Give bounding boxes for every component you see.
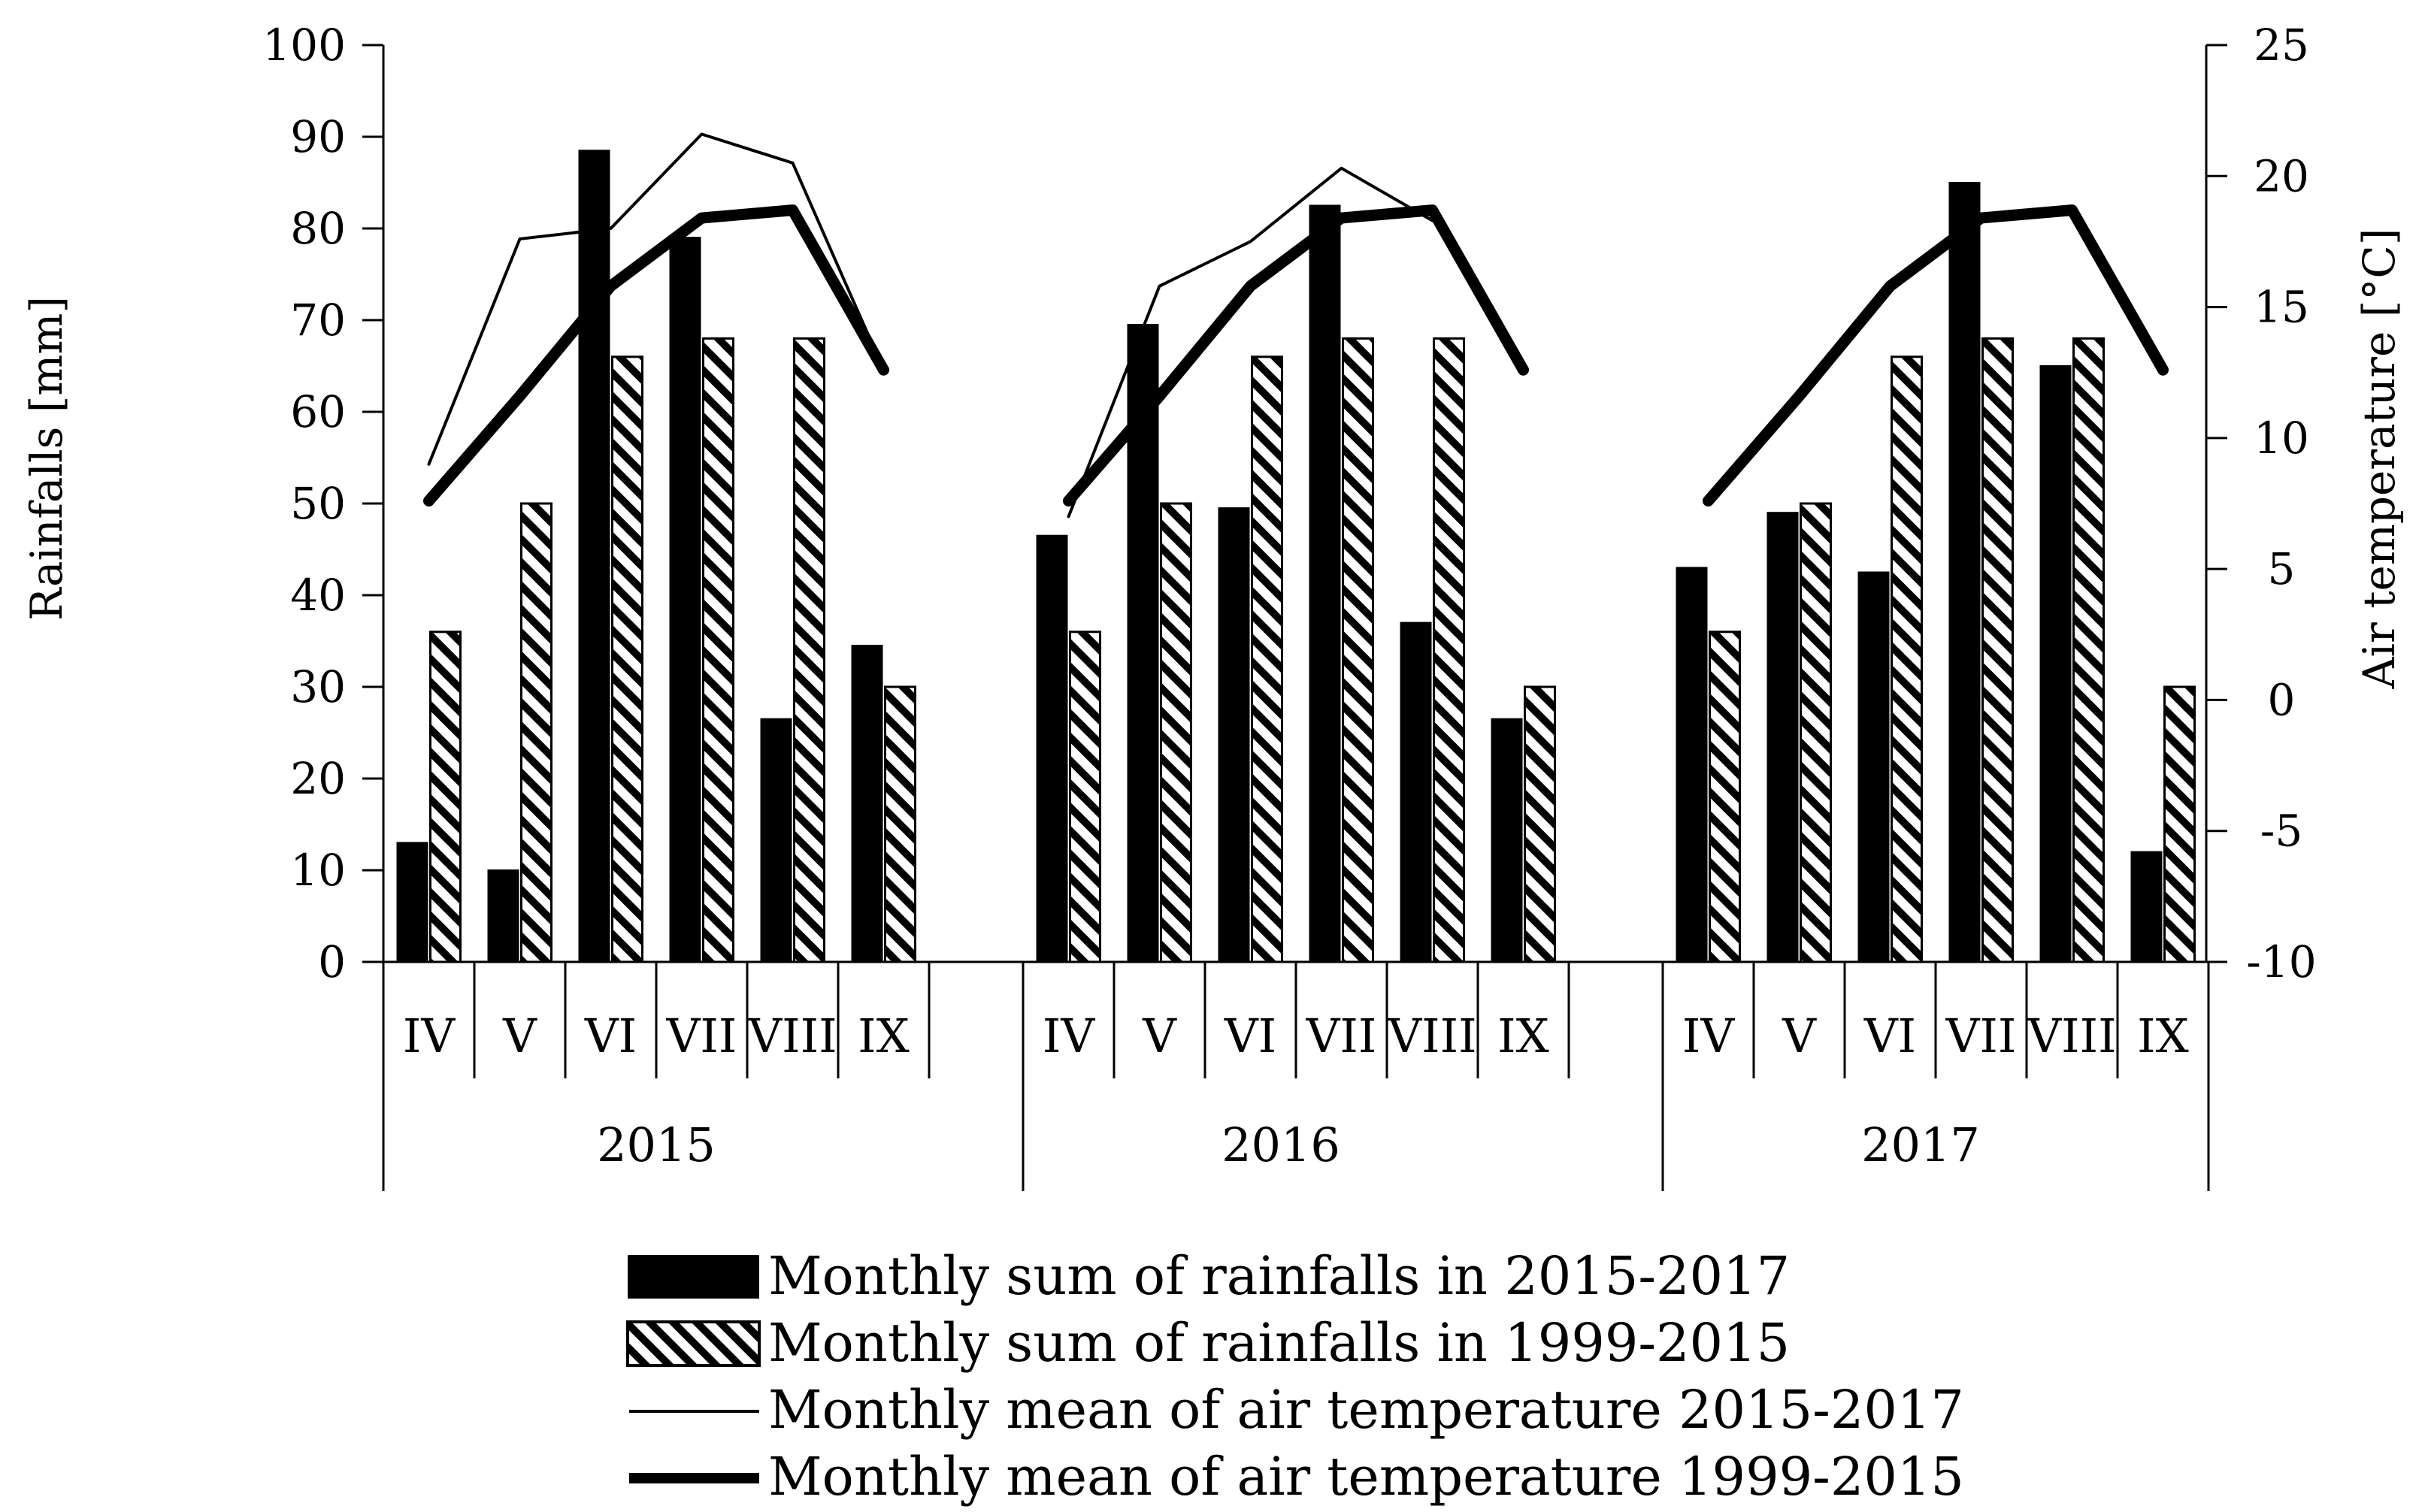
- bar-rain-current: [1766, 512, 1799, 963]
- y-right-tick-label: 0: [2268, 674, 2296, 725]
- month-label: VI: [1224, 1009, 1276, 1063]
- bar-rain-longterm: [429, 631, 462, 963]
- y-left-tick-label: 20: [290, 753, 346, 804]
- legend-label: Monthly mean of air temperature 1999-201…: [768, 1446, 1964, 1507]
- month-label: VII: [1306, 1009, 1377, 1063]
- bar-rain-longterm: [1160, 502, 1192, 963]
- bar-rain-current: [1036, 534, 1068, 963]
- legend-symbol-solid-bar: [628, 1255, 759, 1299]
- line-temp-longterm: [1703, 204, 2169, 507]
- month-label: V: [502, 1009, 537, 1063]
- year-label: 2015: [597, 1117, 716, 1172]
- line-temp-longterm: [423, 204, 889, 507]
- bar-rain-longterm: [1981, 337, 2014, 963]
- month-label: IX: [858, 1009, 910, 1063]
- y-right-tick-label: 20: [2254, 150, 2309, 201]
- month-label: IV: [403, 1009, 456, 1063]
- y-right-tick-label: 15: [2254, 282, 2309, 333]
- legend-label: Monthly sum of rainfalls in 2015-2017: [768, 1245, 1790, 1307]
- y-right-tick-label: -10: [2246, 936, 2316, 987]
- bar-rain-current: [1948, 182, 1981, 963]
- bar-rain-current: [1309, 204, 1341, 963]
- month-label: VI: [1863, 1009, 1916, 1063]
- bar-rain-current: [851, 645, 883, 963]
- bar-rain-longterm: [1524, 685, 1556, 963]
- bar-rain-longterm: [1709, 631, 1741, 963]
- bar-rain-longterm: [1891, 355, 1923, 963]
- month-label: VII: [666, 1009, 737, 1063]
- month-label: IV: [1043, 1009, 1095, 1063]
- legend-symbol-hatched-bar: [626, 1320, 761, 1367]
- month-label: VIII: [2027, 1009, 2116, 1063]
- legend-label: Monthly mean of air temperature 2015-201…: [768, 1379, 1964, 1441]
- bar-rain-longterm: [2163, 685, 2196, 963]
- month-label: VI: [584, 1009, 637, 1063]
- bar-rain-current: [1857, 571, 1890, 963]
- bar-rain-longterm: [1251, 355, 1283, 963]
- bar-rain-longterm: [611, 355, 643, 963]
- month-label: IX: [2137, 1009, 2189, 1063]
- bar-rain-current: [1676, 567, 1708, 963]
- bar-rain-longterm: [702, 337, 734, 963]
- y-left-tick-label: 0: [318, 936, 346, 987]
- bar-rain-current: [2039, 365, 2072, 963]
- bar-rain-longterm: [793, 337, 825, 963]
- month-label: V: [1142, 1009, 1177, 1063]
- bar-rain-longterm: [884, 685, 916, 963]
- month-label: IV: [1682, 1009, 1735, 1063]
- y-left-tick-label: 10: [290, 845, 346, 896]
- bar-rain-current: [1400, 621, 1432, 963]
- legend: Monthly sum of rainfalls in 2015-2017Mon…: [626, 1245, 1964, 1507]
- month-label: VII: [1945, 1009, 2017, 1063]
- y-right-tick-label: 10: [2254, 413, 2309, 464]
- y-left-tick-label: 90: [290, 111, 346, 162]
- y-right-tick-label: 25: [2254, 20, 2309, 71]
- bar-rain-longterm: [2072, 337, 2105, 963]
- bar-rain-current: [578, 150, 610, 963]
- y-right-axis-label: Air temperature [°C]: [2354, 228, 2405, 690]
- y-left-axis-label: Rainfalls [mm]: [21, 296, 72, 621]
- y-left-tick-label: 30: [290, 661, 346, 712]
- bar-rain-current: [487, 869, 519, 963]
- y-left-tick-label: 60: [290, 386, 346, 437]
- y-right-tick-label: 5: [2268, 543, 2296, 594]
- bar-rain-current: [760, 718, 792, 963]
- line-temp-current: [427, 132, 886, 466]
- y-left-tick-label: 100: [262, 20, 346, 71]
- bar-rain-current: [1218, 507, 1250, 963]
- y-right-tick-label: -5: [2260, 806, 2303, 857]
- bar-rain-longterm: [1069, 631, 1101, 963]
- line-temp-current: [1067, 166, 1434, 519]
- bar-rain-current: [2130, 851, 2163, 963]
- bar-rain-current: [669, 237, 701, 963]
- bar-rain-longterm: [1433, 337, 1465, 963]
- bar-rain-current: [1491, 718, 1523, 963]
- month-label: IX: [1497, 1009, 1549, 1063]
- y-left-tick-label: 50: [290, 478, 346, 529]
- year-label: 2017: [1861, 1117, 1980, 1172]
- line-temp-longterm: [1063, 204, 1529, 507]
- y-left-tick-label: 40: [290, 570, 346, 621]
- bar-rain-longterm: [520, 502, 552, 963]
- year-label: 2016: [1222, 1117, 1340, 1172]
- legend-label: Monthly sum of rainfalls in 1999-2015: [768, 1312, 1790, 1374]
- month-label: VIII: [1387, 1009, 1476, 1063]
- month-label: V: [1782, 1009, 1817, 1063]
- y-left-tick-label: 70: [290, 295, 346, 346]
- month-label: VIII: [747, 1009, 837, 1063]
- bar-rain-longterm: [1800, 502, 1832, 963]
- bar-rain-current: [396, 842, 428, 963]
- bar-rain-longterm: [1342, 337, 1374, 963]
- y-left-tick-label: 80: [290, 203, 346, 254]
